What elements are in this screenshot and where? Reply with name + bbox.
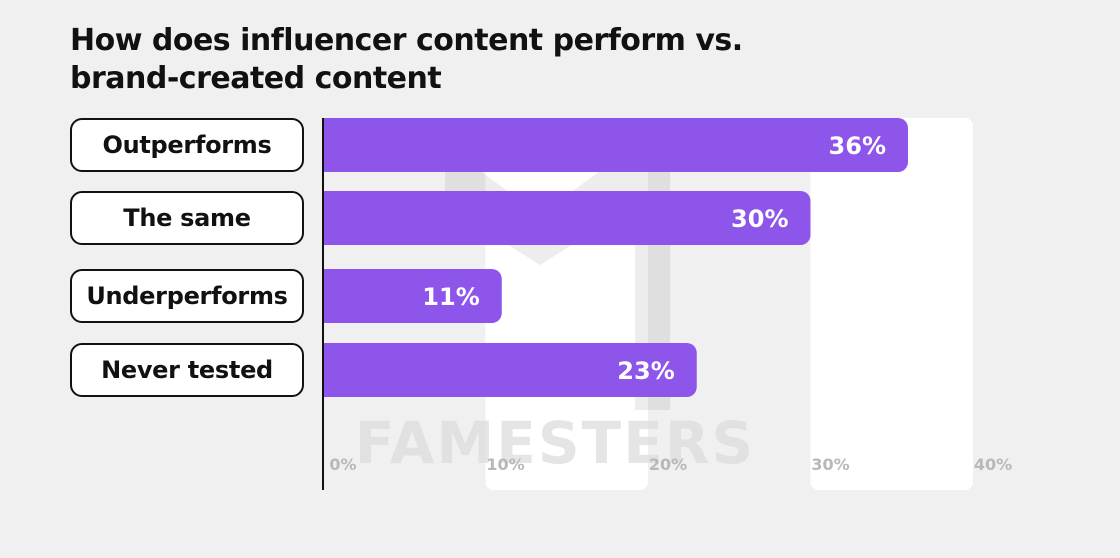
bar-outperforms (323, 118, 908, 172)
chart-title-line-1: How does influencer content perform vs. (70, 23, 743, 58)
bar-never-tested (323, 343, 697, 397)
bar-underperforms (323, 269, 502, 323)
category-label-underperforms: Underperforms (70, 269, 304, 323)
data-label: 36% (829, 132, 886, 160)
data-label: 30% (731, 205, 788, 233)
x-tick-label: 40% (974, 455, 1012, 474)
bars: 36% 30% 11% 23% (323, 118, 908, 397)
watermark-text: FAMESTERS (355, 409, 756, 477)
chart-title: How does influencer content perform vs. … (70, 22, 870, 98)
data-label: 23% (617, 357, 674, 385)
bar-the-same (323, 191, 811, 245)
x-tick-label: 10% (486, 455, 524, 474)
column-band-2 (810, 118, 973, 490)
category-label-the-same: The same (70, 191, 304, 245)
chart-title-line-2: brand-created content (70, 61, 442, 96)
category-label-outperforms: Outperforms (70, 118, 304, 172)
category-label-never-tested: Never tested (70, 343, 304, 397)
x-tick-label: 20% (649, 455, 687, 474)
x-tick-label: 30% (811, 455, 849, 474)
x-tick-label: 0% (329, 455, 356, 474)
data-label: 11% (422, 283, 479, 311)
x-tick-labels: 0% 10% 20% 30% 40% (329, 455, 1012, 474)
